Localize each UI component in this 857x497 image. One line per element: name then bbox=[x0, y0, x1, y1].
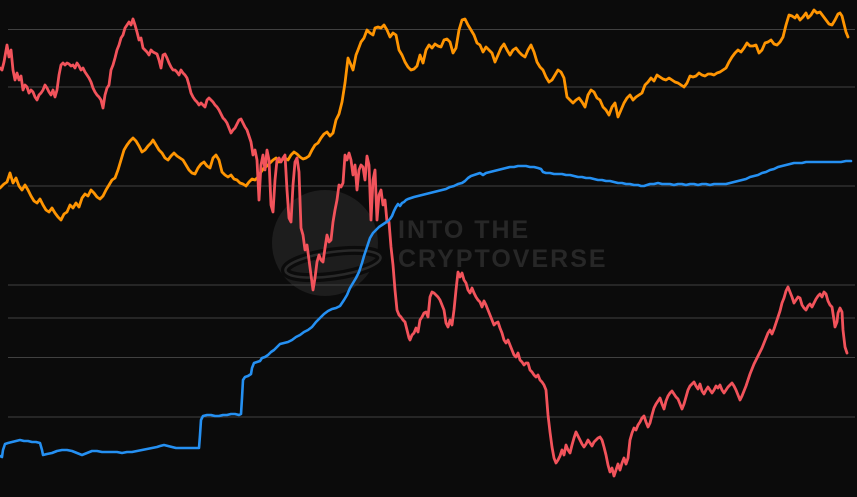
orange-line bbox=[0, 8, 850, 222]
blue-line bbox=[0, 159, 853, 459]
watermark-line2: CRYPTOVERSE bbox=[398, 245, 608, 273]
watermark: INTO THE CRYPTOVERSE bbox=[272, 190, 608, 296]
watermark-logo-ring-icon bbox=[284, 249, 382, 279]
red-line bbox=[0, 17, 849, 478]
gridlines bbox=[8, 29, 855, 418]
line-series bbox=[0, 8, 853, 478]
watermark-line1: INTO THE bbox=[398, 216, 530, 244]
